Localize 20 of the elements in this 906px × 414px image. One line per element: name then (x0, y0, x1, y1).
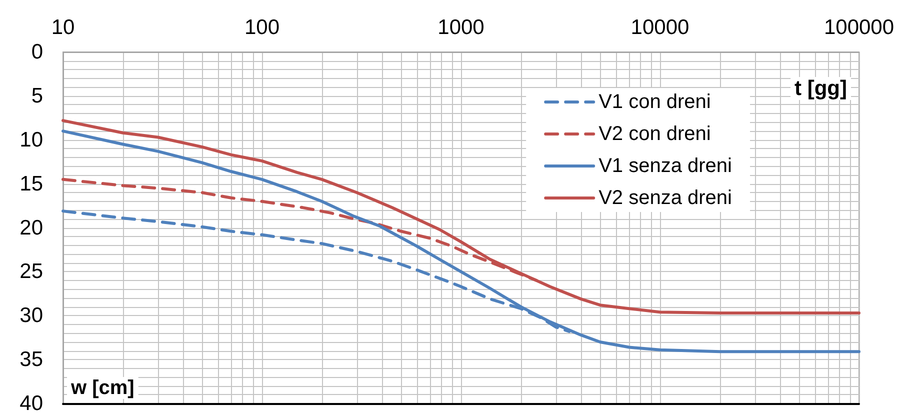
y-tick-label: 30 (20, 304, 43, 328)
x-tick-label: 1000 (438, 16, 484, 39)
y-tick-label: 40 (20, 392, 43, 414)
legend-label: V2 senza dreni (598, 187, 732, 209)
x-tick-label: 10 (51, 16, 75, 39)
legend-label: V1 senza dreni (598, 155, 732, 177)
y-tick-label: 15 (20, 172, 43, 196)
x-tick-label: 100000 (824, 16, 894, 39)
x-axis-title: t [gg] (794, 77, 848, 100)
legend-label: V2 con dreni (598, 123, 711, 145)
y-axis-title: w [cm] (70, 377, 134, 399)
y-tick-label: 20 (20, 216, 43, 240)
x-tick-label: 10000 (630, 16, 690, 39)
y-tick-label: 35 (20, 348, 43, 372)
x-tick-label: 100 (244, 16, 280, 39)
y-tick-label: 0 (31, 40, 43, 64)
y-tick-label: 25 (20, 260, 43, 284)
y-tick-label: 5 (31, 84, 43, 108)
legend-label: V1 con dreni (598, 91, 711, 113)
y-tick-label: 10 (20, 128, 43, 152)
